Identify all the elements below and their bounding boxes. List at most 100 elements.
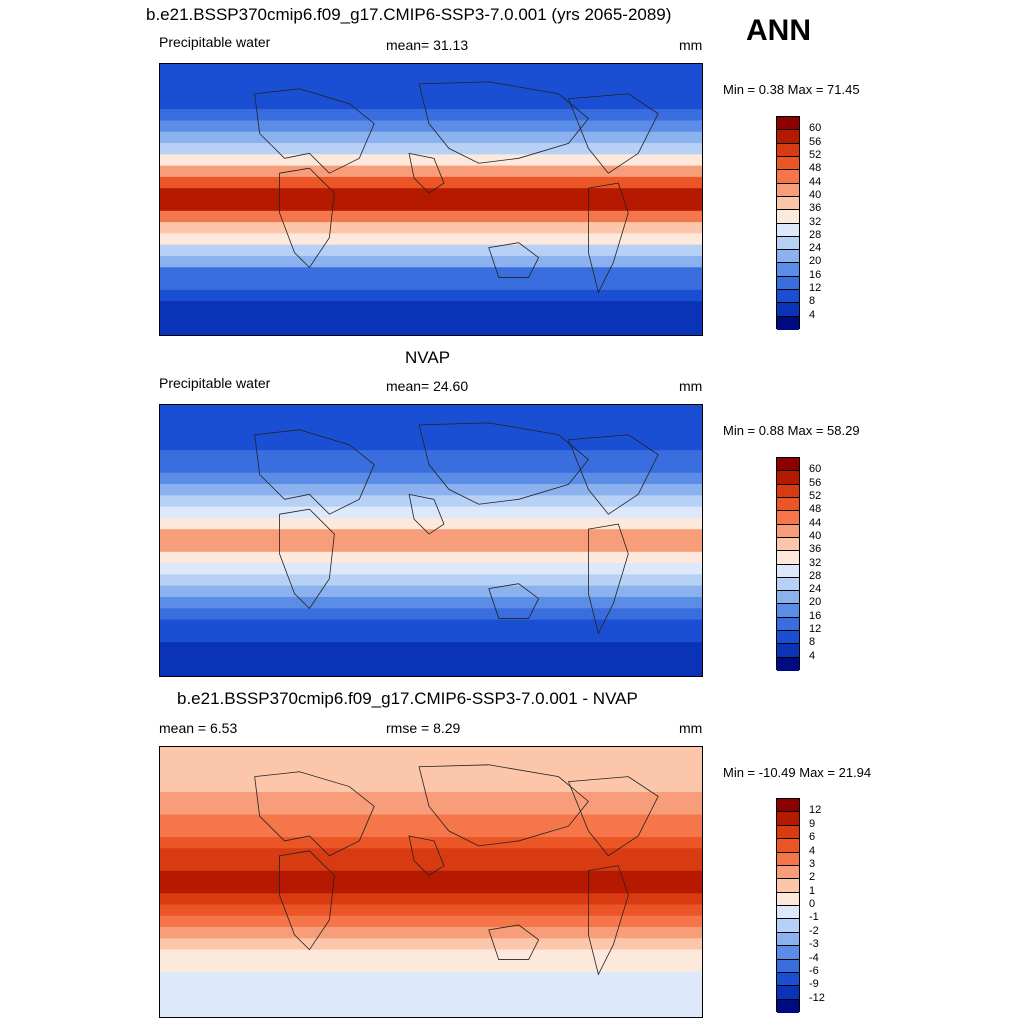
colorbar-swatch (777, 130, 799, 144)
panel1-minmax: Min = 0.38 Max = 71.45 (723, 82, 860, 97)
field-band (160, 859, 702, 872)
field-band (160, 438, 702, 451)
colorbar-swatch (777, 999, 799, 1013)
field-band (160, 97, 702, 110)
panel3-mean-label: mean = 6.53 (159, 720, 238, 736)
field-band (160, 926, 702, 939)
colorbar-tick-label: 60 (809, 463, 822, 476)
panel2-left-label: Precipitable water (159, 375, 271, 391)
colorbar-swatch (777, 604, 799, 618)
colorbar-swatch (777, 511, 799, 525)
colorbar-tick-label: 2 (809, 871, 816, 884)
colorbar-swatch (777, 458, 799, 472)
colorbar-swatch (777, 263, 799, 277)
colorbar-tick-label: 12 (809, 804, 822, 817)
field-band (160, 814, 702, 827)
colorbar-swatch (777, 471, 799, 485)
field-band (160, 949, 702, 962)
field-band (160, 983, 702, 996)
coastline (408, 152, 445, 194)
colorbar-swatch (777, 591, 799, 605)
colorbar-swatch (777, 932, 799, 947)
field-band (160, 64, 702, 76)
coastline (567, 434, 659, 515)
field-band (160, 278, 702, 291)
colorbar-swatch (777, 906, 799, 920)
colorbar-swatch (777, 223, 799, 237)
colorbar-swatch (777, 865, 799, 880)
panel3-units: mm (679, 720, 703, 736)
coastline (408, 493, 445, 535)
field-band (160, 222, 702, 234)
coastline (279, 167, 335, 269)
colorbar-tick-label: 48 (809, 503, 822, 516)
field-band (160, 791, 702, 804)
field-band (160, 312, 702, 325)
colorbar-tick-label: 6 (809, 831, 816, 844)
field-band (160, 551, 702, 564)
field-band (160, 323, 702, 335)
season-label: ANN (746, 14, 811, 47)
colorbar-tick-label: 60 (809, 122, 822, 135)
field-band (160, 563, 702, 575)
field-band (160, 255, 702, 268)
field-band (160, 630, 702, 643)
colorbar-tick-label: 12 (809, 623, 822, 636)
panel3-colorbar (776, 798, 800, 1013)
field-band (160, 904, 702, 917)
coastline (279, 508, 335, 610)
coastline (418, 764, 589, 847)
coastline (588, 865, 629, 976)
colorbar-tick-label: 8 (809, 636, 816, 649)
colorbar-swatch (777, 497, 799, 512)
field-band (160, 131, 702, 144)
colorbar-swatch (777, 551, 799, 565)
colorbar-swatch (777, 210, 799, 224)
colorbar-swatch (777, 946, 799, 960)
panel2-map (159, 404, 703, 677)
colorbar-tick-label: 32 (809, 215, 822, 228)
colorbar-swatch (777, 236, 799, 251)
colorbar-tick-label: 12 (809, 282, 822, 295)
panel3-rmse-label: rmse = 8.29 (386, 720, 461, 736)
colorbar-tick-label: 1 (809, 884, 816, 897)
field-band (160, 540, 702, 553)
colorbar-swatch (777, 196, 799, 211)
field-band (160, 769, 702, 782)
field-band (160, 165, 702, 178)
coastline (588, 182, 629, 294)
colorbar-tick-label: -9 (809, 978, 819, 991)
field-band (160, 75, 702, 88)
coastline (488, 242, 540, 278)
coastline (588, 523, 629, 635)
colorbar-tick-label: 20 (809, 596, 822, 609)
field-band (160, 484, 702, 496)
colorbar-tick-label: 9 (809, 817, 816, 830)
colorbar-tick-label: 4 (809, 649, 816, 662)
panel1-units: mm (679, 37, 703, 53)
colorbar-tick-label: -1 (809, 911, 819, 924)
colorbar-swatch (777, 892, 799, 906)
main-title: b.e21.BSSP370cmip6.f09_g17.CMIP6-SSP3-7.… (146, 5, 672, 24)
colorbar-tick-label: 16 (809, 609, 822, 622)
field-band (160, 289, 702, 302)
colorbar-swatch (777, 631, 799, 645)
colorbar-swatch (777, 303, 799, 317)
panel1-colorbar (776, 116, 800, 330)
field-band (160, 109, 702, 122)
colorbar-swatch (777, 564, 799, 578)
colorbar-tick-label: 4 (809, 844, 816, 857)
colorbar-tick-label: -12 (809, 991, 825, 1004)
field-band (160, 176, 702, 189)
colorbar-swatch (777, 250, 799, 264)
colorbar-tick-label: 40 (809, 529, 822, 542)
field-band (160, 154, 702, 167)
colorbar-tick-label: 48 (809, 162, 822, 175)
colorbar-swatch (777, 617, 799, 632)
colorbar-tick-label: 0 (809, 898, 816, 910)
coastline (567, 93, 659, 174)
map-field (160, 405, 702, 676)
colorbar-tick-label: 36 (809, 543, 822, 556)
field-band (160, 585, 702, 598)
field-band (160, 870, 702, 883)
